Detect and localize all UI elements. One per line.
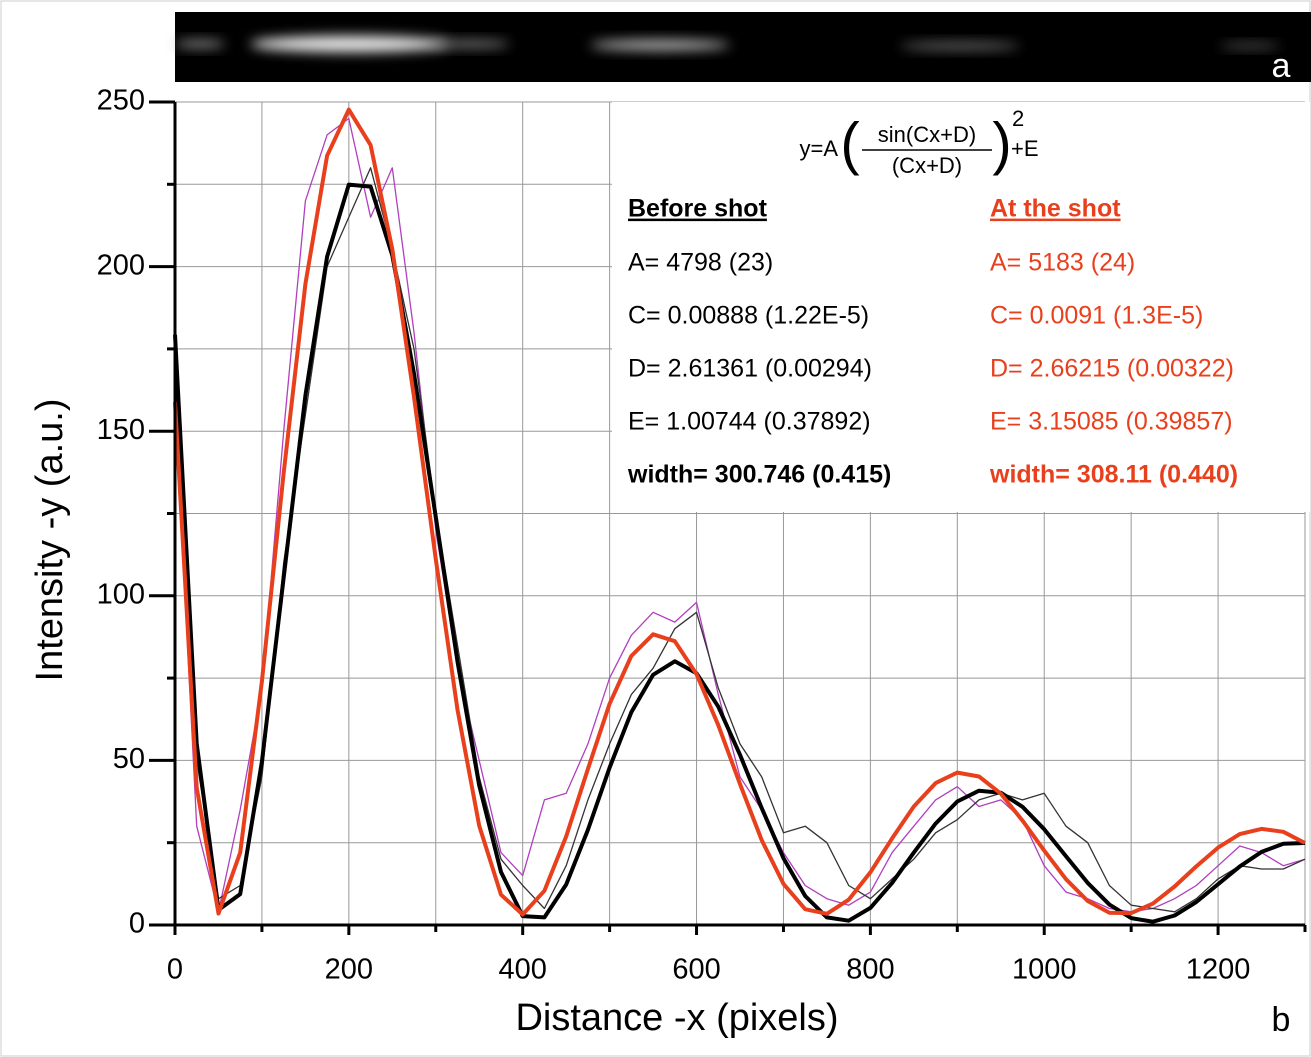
x-tick-label: 800 (846, 954, 894, 986)
equation-text: +E (1011, 136, 1039, 161)
equation-text: sin(Cx+D) (878, 122, 976, 147)
equation-text: 2 (1012, 106, 1024, 131)
equation-paren: ( (840, 111, 859, 176)
y-tick-label: 200 (97, 249, 145, 281)
y-tick-label: 50 (113, 743, 145, 775)
x-tick-label: 200 (325, 954, 373, 986)
fit-parameter: D= 2.61361 (0.00294) (628, 355, 872, 383)
image-strip (175, 12, 1311, 82)
annotation-background (612, 102, 1310, 512)
fit-heading: At the shot (990, 195, 1121, 223)
axes: 0 200 400 600 800 1000 1200 0 50 100 150 200 250 (97, 85, 1307, 986)
x-axis-title: Distance -x (pixels) (515, 997, 838, 1039)
series-line (173, 182, 1306, 924)
series-line (173, 107, 1306, 917)
fit-parameter: C= 0.00888 (1.22E-5) (628, 302, 869, 330)
panel-label: b (1272, 1001, 1291, 1039)
equation-paren: ) (992, 111, 1011, 176)
annotation: y=A( sin(Cx+D) (Cx+D)) 2 +E Before shot A= 479… (627, 106, 1238, 489)
fit-heading: Before shot (628, 195, 768, 223)
fit-parameter: E= 3.15085 (0.39857) (990, 408, 1233, 436)
x-tick-label: 0 (167, 954, 183, 986)
y-axis-title: Intensity -y (a.u.) (29, 399, 71, 682)
x-tick-label: 1000 (1012, 954, 1077, 986)
x-tick-label: 1200 (1186, 954, 1251, 986)
equation-text: (Cx+D) (892, 153, 962, 178)
y-tick-label: 0 (129, 908, 145, 940)
fit-parameter: E= 1.00744 (0.37892) (628, 408, 871, 436)
fit-parameter: A= 4798 (23) (628, 249, 773, 277)
fit-parameter: D= 2.66215 (0.00322) (990, 355, 1234, 383)
fit-parameter: C= 0.0091 (1.3E-5) (990, 302, 1203, 330)
y-tick-label: 150 (97, 414, 145, 446)
plot (173, 107, 1306, 924)
x-tick-label: 600 (672, 954, 720, 986)
x-tick-label: 400 (498, 954, 546, 986)
fit-width: width= 300.746 (0.415) (627, 461, 891, 489)
equation-text: y=A (799, 136, 838, 161)
panel-label: a (1272, 47, 1291, 85)
y-tick-label: 100 (97, 578, 145, 610)
fit-width: width= 308.11 (0.440) (989, 461, 1238, 489)
fit-parameter: A= 5183 (24) (990, 249, 1135, 277)
grid (174, 101, 1310, 926)
y-tick-label: 250 (97, 85, 145, 117)
